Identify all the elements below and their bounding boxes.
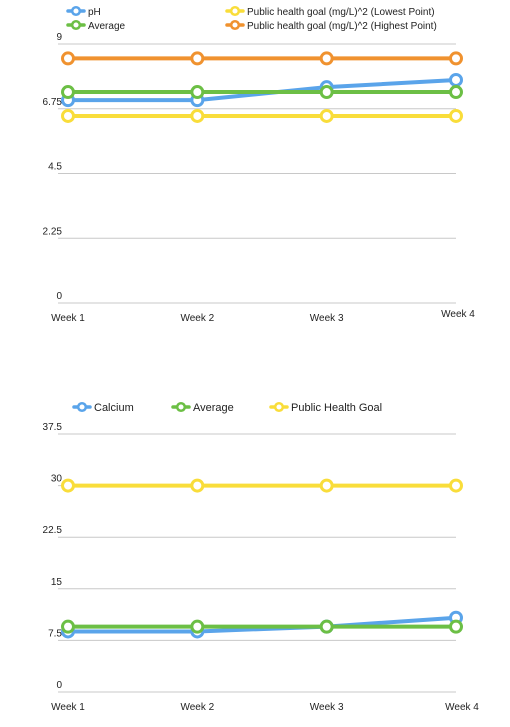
y-tick-label: 9 bbox=[56, 32, 62, 43]
legend-label: Public health goal (mg/L)^2 (Lowest Poin… bbox=[247, 7, 435, 18]
x-tick-label: Week 3 bbox=[310, 702, 344, 713]
x-tick-label: Week 2 bbox=[180, 702, 214, 713]
x-tick-label: Week 2 bbox=[180, 313, 214, 324]
data-point bbox=[61, 85, 75, 100]
data-point bbox=[319, 51, 334, 66]
y-tick-label: 22.5 bbox=[43, 525, 63, 536]
data-point bbox=[190, 108, 205, 123]
legend-label: Average bbox=[193, 402, 234, 414]
legend-item: Calcium bbox=[72, 401, 134, 414]
data-point bbox=[319, 478, 334, 493]
chart-2: 0 7.5 15 22.5 30 37.5 Week 1 Week 2 Week 3 Week 4… bbox=[43, 401, 479, 713]
legend-item: Public health goal (mg/L)^2 (Lowest Poin… bbox=[225, 5, 435, 18]
data-point bbox=[449, 85, 463, 100]
x-tick-label: Week 3 bbox=[310, 313, 344, 324]
y-tick-label: 2.25 bbox=[43, 226, 63, 237]
legend-label: pH bbox=[88, 7, 101, 18]
data-point bbox=[190, 619, 205, 634]
data-point bbox=[449, 51, 463, 66]
y-tick-label: 30 bbox=[51, 474, 63, 485]
data-point bbox=[61, 51, 75, 66]
legend-swatch-marker bbox=[273, 401, 285, 413]
data-point bbox=[319, 619, 334, 634]
y-tick-label: 15 bbox=[51, 577, 63, 588]
legend-item: Average bbox=[171, 401, 234, 414]
legend-item: Public Health Goal bbox=[269, 401, 382, 414]
data-point bbox=[61, 478, 75, 493]
y-tick-label: 0 bbox=[56, 680, 62, 691]
series-line bbox=[66, 615, 458, 634]
series-line bbox=[66, 77, 458, 103]
data-point bbox=[319, 85, 334, 100]
x-tick-label: Week 1 bbox=[51, 313, 85, 324]
legend-label: Average bbox=[88, 21, 126, 32]
chart-1: 0 2.25 4.5 6.75 9 Week 1 Week 2 Week 3 Week 4 pH A… bbox=[43, 5, 475, 324]
y-tick-label: 4.5 bbox=[48, 162, 62, 173]
legend-item: Average bbox=[66, 19, 126, 32]
legend-swatch-marker bbox=[229, 19, 241, 31]
x-tick-label: Week 4 bbox=[441, 309, 475, 320]
data-point bbox=[190, 478, 205, 493]
legend-swatch-marker bbox=[70, 5, 82, 17]
legend-label: Calcium bbox=[94, 402, 134, 414]
data-point bbox=[449, 619, 463, 634]
data-point bbox=[319, 108, 334, 123]
data-point bbox=[190, 85, 205, 100]
legend-swatch-marker bbox=[175, 401, 187, 413]
y-tick-label: 6.75 bbox=[43, 97, 63, 108]
data-point bbox=[61, 619, 75, 634]
x-tick-label: Week 4 bbox=[445, 702, 479, 713]
data-point bbox=[449, 108, 463, 123]
legend-label: Public Health Goal bbox=[291, 402, 382, 414]
data-point bbox=[190, 51, 205, 66]
data-point bbox=[449, 478, 463, 493]
legend-label: Public health goal (mg/L)^2 (Highest Poi… bbox=[247, 21, 437, 32]
y-tick-label: 7.5 bbox=[48, 628, 62, 639]
legend-swatch-marker bbox=[70, 19, 82, 31]
legend-swatch-marker bbox=[76, 401, 88, 413]
x-tick-label: Week 1 bbox=[51, 702, 85, 713]
y-tick-label: 0 bbox=[56, 291, 62, 302]
data-point bbox=[449, 72, 463, 87]
legend-swatch-marker bbox=[229, 5, 241, 17]
legend-item: Public health goal (mg/L)^2 (Highest Poi… bbox=[225, 19, 437, 32]
data-point bbox=[61, 108, 75, 123]
legend-item: pH bbox=[66, 5, 101, 18]
y-tick-label: 37.5 bbox=[43, 422, 63, 433]
